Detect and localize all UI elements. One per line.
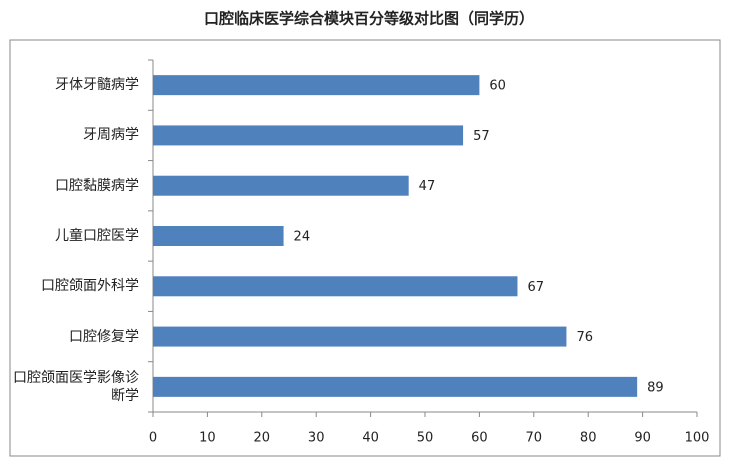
value-label: 57: [473, 129, 490, 144]
x-tick-label: 40: [362, 431, 379, 446]
y-tick-label: 牙周病学: [83, 127, 139, 144]
value-label: 47: [419, 179, 436, 194]
bar: [153, 326, 567, 347]
bar: [153, 75, 480, 96]
x-tick-label: 0: [149, 431, 157, 446]
x-tick-label: 30: [308, 431, 325, 446]
y-tick-label: 儿童口腔医学: [55, 228, 139, 244]
bar: [153, 125, 464, 146]
x-tick-label: 20: [254, 431, 271, 446]
value-label: 67: [527, 280, 544, 295]
y-tick-label: 口腔颌面外科学: [41, 278, 139, 295]
value-label: 89: [647, 380, 664, 395]
y-tick-label: 口腔颌面医学影像诊断学: [13, 369, 139, 404]
x-tick-label: 90: [634, 431, 651, 446]
x-tick-label: 50: [417, 431, 434, 446]
bar: [153, 226, 284, 246]
chart-title: 口腔临床医学综合模块百分等级对比图（同学历）: [204, 10, 534, 28]
value-label: 24: [294, 230, 311, 245]
y-tick-label: 口腔黏膜病学: [55, 177, 139, 194]
bar: [153, 175, 409, 196]
bar: [153, 276, 518, 297]
chart-frame: [9, 39, 721, 457]
y-tick-label: 口腔修复学: [69, 328, 139, 345]
value-label: 60: [489, 79, 506, 94]
value-label: 76: [576, 330, 593, 345]
x-tick-label: 10: [199, 431, 216, 446]
y-tick-label: 牙体牙髓病学: [55, 77, 139, 94]
x-tick-label: 80: [580, 431, 597, 446]
x-tick-label: 100: [685, 431, 710, 446]
x-tick-label: 70: [526, 431, 543, 446]
bar: [153, 376, 638, 397]
x-tick-label: 60: [471, 431, 488, 446]
